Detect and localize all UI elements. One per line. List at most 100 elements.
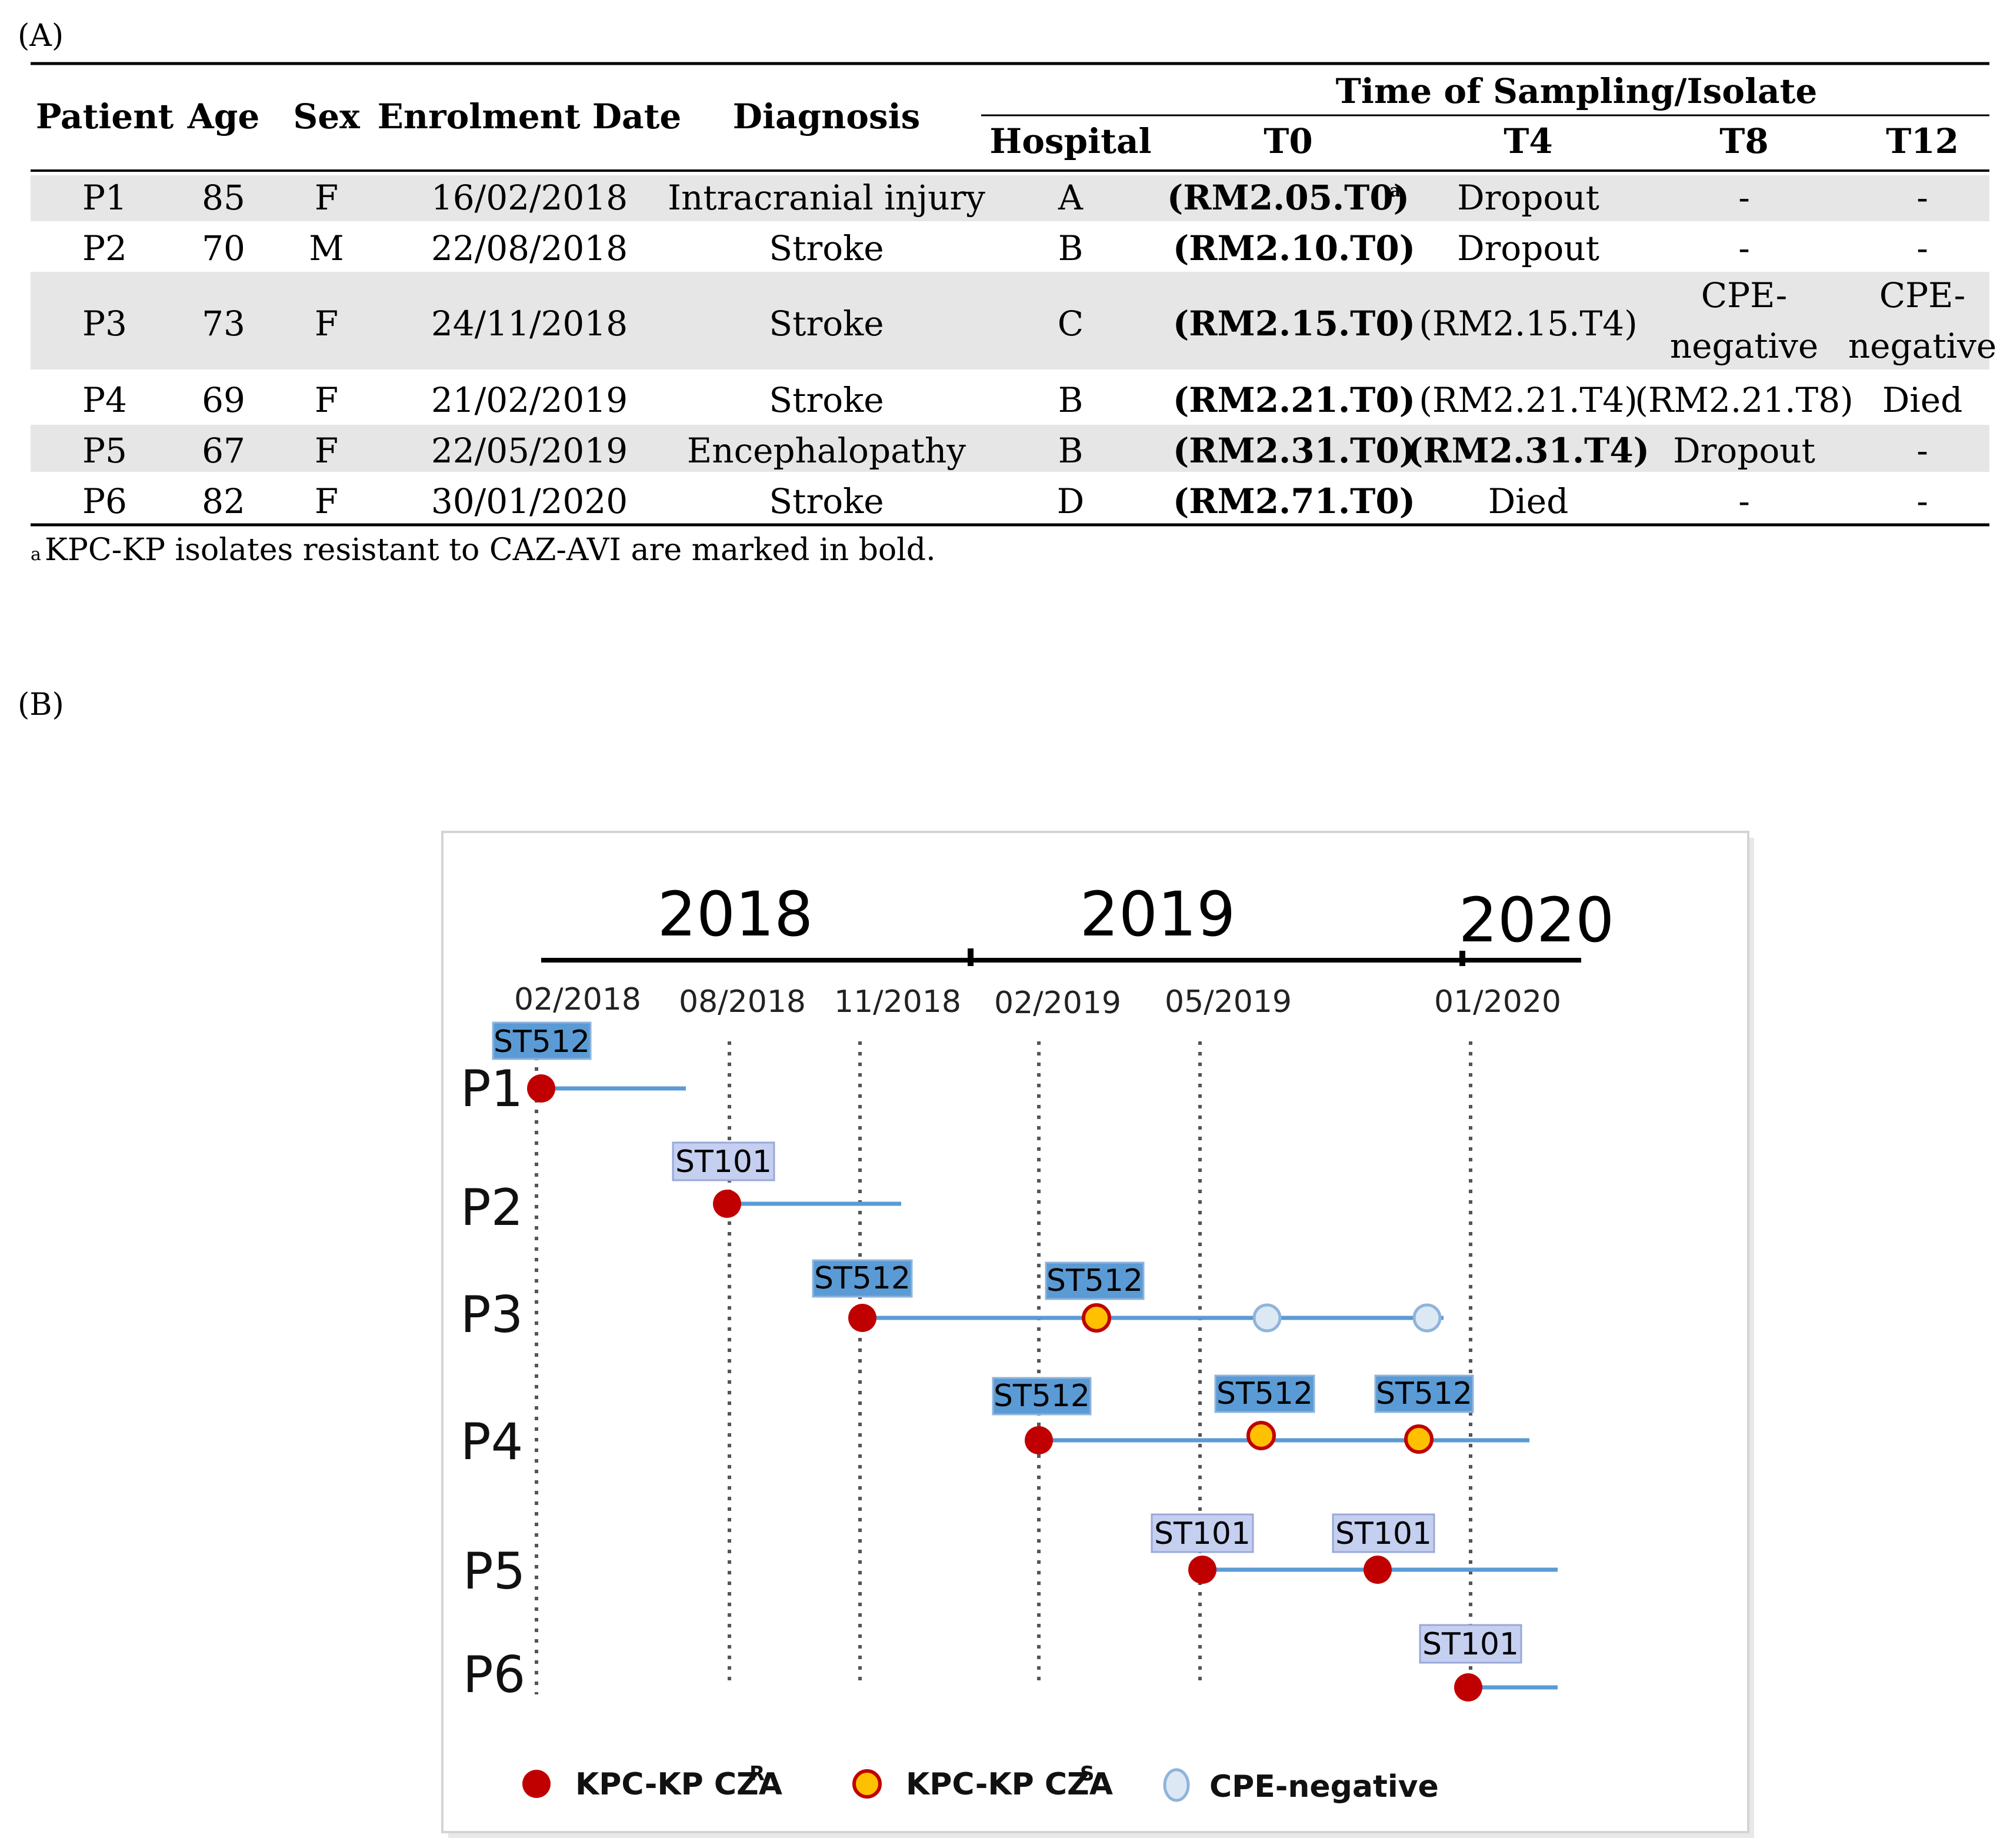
isolate-marker-resistant — [1454, 1673, 1482, 1702]
st-label: ST101 — [1335, 1516, 1432, 1551]
legend-label: KPC-KP CZA — [906, 1767, 1113, 1802]
st-tag — [1374, 1374, 1474, 1413]
cell-t4: (RM2.21.T4) — [1419, 380, 1637, 420]
cell-t4: (RM2.15.T4) — [1419, 304, 1637, 344]
panel-a-label: (A) — [18, 18, 64, 54]
legend-marker-negative — [1163, 1768, 1190, 1802]
date-label: 11/2018 — [834, 984, 961, 1020]
st-label: ST512 — [1046, 1263, 1143, 1298]
cell-sex: M — [309, 228, 344, 268]
legend-marker-resistant — [522, 1770, 551, 1798]
patient-labels: P1 P2 P3 P4 P5 P6 — [461, 1060, 526, 1704]
legend-sup: S — [1080, 1762, 1095, 1786]
cell-hospital: B — [1058, 380, 1084, 420]
cell-hospital: A — [1058, 178, 1084, 218]
cell-diagnosis: Stroke — [769, 481, 884, 521]
cell-diagnosis: Intracranial injury — [668, 178, 985, 218]
cell-t4: (RM2.31.T4) — [1407, 431, 1649, 471]
timeline-figure: 2018 2019 2020 02/2018 08/2018 11/2018 0… — [441, 831, 1754, 1838]
cell-t0: (RM2.10.T0) — [1173, 228, 1415, 268]
st-label: ST512 — [1376, 1376, 1472, 1411]
cell-t12: - — [1916, 481, 1928, 521]
cell-hospital: D — [1057, 481, 1085, 521]
st-tag — [1045, 1261, 1145, 1300]
cell-patient: P6 — [82, 481, 127, 521]
patient-label: P4 — [461, 1413, 524, 1471]
patient-label: P1 — [461, 1060, 524, 1118]
cell-age: 73 — [202, 304, 245, 344]
st-tag — [1419, 1624, 1522, 1664]
st-label: ST512 — [994, 1378, 1090, 1414]
header-t12: T12 — [1886, 121, 1959, 161]
cell-t0: (RM2.21.T0) — [1173, 380, 1415, 420]
date-label: 01/2020 — [1434, 984, 1561, 1020]
cell-t12: - — [1916, 431, 1928, 471]
isolate-markers — [527, 1074, 1482, 1702]
table-footnote: KPC-KP isolates resistant to CAZ-AVI are… — [45, 532, 936, 568]
legend-label: KPC-KP CZA — [575, 1767, 782, 1802]
header-hospital: Hospital — [989, 121, 1151, 161]
isolate-marker-negative — [1252, 1303, 1282, 1333]
cell-t8: - — [1738, 228, 1750, 268]
isolate-marker-susceptible — [1404, 1424, 1434, 1454]
cell-t12: - — [1916, 228, 1928, 268]
cell-age: 69 — [202, 380, 245, 420]
patient-label: P2 — [461, 1178, 524, 1237]
header-age: Age — [187, 96, 259, 136]
cell-age: 82 — [202, 481, 245, 521]
cell-date: 21/02/2019 — [431, 380, 628, 420]
header-t0: T0 — [1264, 121, 1313, 161]
date-label: 02/2019 — [994, 985, 1121, 1021]
patient-label: P6 — [463, 1646, 526, 1704]
st-label: ST101 — [1422, 1627, 1519, 1662]
header-t8: T8 — [1719, 121, 1769, 161]
cell-t8: - — [1738, 481, 1750, 521]
cell-date: 30/01/2020 — [431, 481, 628, 521]
st-label: ST101 — [1154, 1516, 1251, 1551]
year-label: 2018 — [658, 878, 814, 950]
table-header: Patient Age Sex Enrolment Date Diagnosis… — [36, 71, 1959, 161]
year-labels: 2018 2019 2020 — [658, 878, 1615, 956]
cell-t8: Dropout — [1673, 431, 1815, 471]
cell-hospital: B — [1058, 228, 1084, 268]
st-tag — [672, 1141, 775, 1181]
table-row: P5 67 F 22/05/2019 Encephalopathy B (RM2… — [82, 431, 1928, 471]
date-label: 02/2018 — [514, 982, 641, 1017]
patient-label: P5 — [463, 1542, 526, 1601]
cell-t8: - — [1738, 178, 1750, 218]
header-time-group: Time of Sampling/Isolate — [1336, 71, 1818, 111]
cell-date: 16/02/2018 — [431, 178, 628, 218]
st-tag — [992, 1377, 1092, 1416]
cell-t12-line2: negative — [1848, 326, 1996, 366]
cell-t8-line1: CPE- — [1701, 275, 1787, 315]
date-labels: 02/2018 08/2018 11/2018 02/2019 05/2019 … — [514, 982, 1561, 1021]
cell-t4: Dropout — [1457, 178, 1599, 218]
cell-age: 85 — [202, 178, 245, 218]
st-tag — [1214, 1374, 1315, 1413]
header-sex: Sex — [293, 96, 360, 136]
st-labels: ST512 ST101 ST512 ST512 ST512 ST512 ST51… — [492, 1021, 1522, 1664]
isolate-marker-susceptible — [1082, 1303, 1111, 1333]
cell-diagnosis: Stroke — [769, 228, 884, 268]
cell-patient: P2 — [82, 228, 127, 268]
st-tag — [1151, 1513, 1254, 1553]
patient-table: Patient Age Sex Enrolment Date Diagnosis… — [31, 62, 1996, 568]
isolate-marker-resistant — [1364, 1556, 1392, 1584]
footnote-marker: a — [1389, 181, 1401, 201]
st-label: ST512 — [814, 1261, 911, 1296]
cell-hospital: B — [1058, 431, 1084, 471]
header-diagnosis: Diagnosis — [733, 96, 921, 136]
date-label: 08/2018 — [679, 984, 806, 1020]
cell-sex: F — [315, 304, 338, 344]
cell-t12: Died — [1882, 380, 1963, 420]
cell-t0: (RM2.71.T0) — [1173, 481, 1415, 521]
panel-b-label: (B) — [18, 687, 64, 722]
cell-t0: (RM2.05.T0) — [1167, 178, 1409, 218]
cell-date: 22/08/2018 — [431, 228, 628, 268]
st-tag — [812, 1259, 913, 1298]
legend-label: CPE-negative — [1209, 1769, 1439, 1804]
row-shade-p1 — [31, 175, 1989, 221]
cell-patient: P1 — [82, 178, 127, 218]
cell-age: 70 — [202, 228, 245, 268]
